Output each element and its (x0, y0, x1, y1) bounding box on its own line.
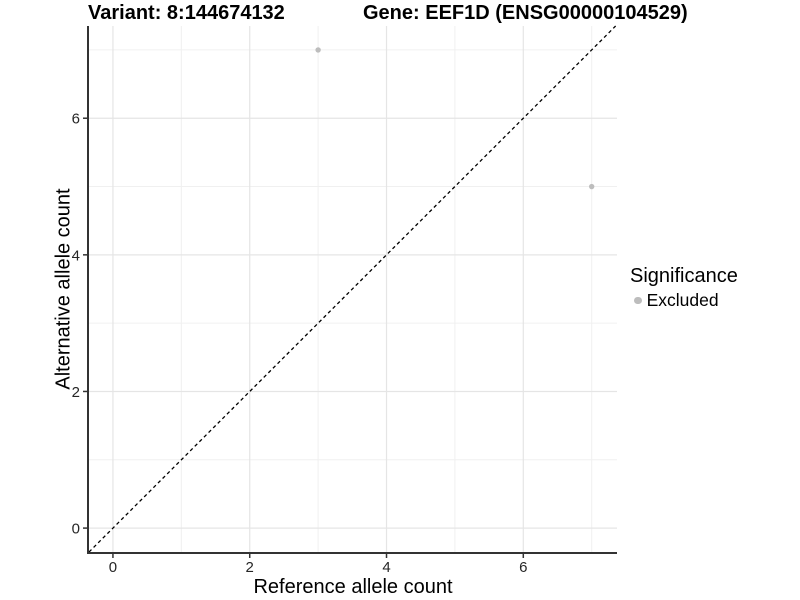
identity-dashed-line (88, 25, 617, 553)
y-axis-title: Alternative allele count (52, 188, 75, 390)
legend-point-icon (634, 296, 642, 305)
data-point (588, 183, 595, 190)
x-tick-label: 4 (382, 559, 390, 576)
y-tick-label: 6 (72, 111, 80, 128)
y-tick-label: 2 (72, 384, 80, 401)
legend-title: Significance (630, 265, 738, 287)
x-tick-label: 2 (246, 559, 254, 576)
legend-item-excluded: Excluded (630, 290, 738, 311)
x-tick-label: 0 (109, 559, 117, 576)
data-point (315, 47, 321, 53)
legend-item-label: Excluded (646, 290, 719, 310)
legend: Significance Excluded (630, 264, 738, 311)
x-axis-title: Reference allele count (253, 576, 453, 598)
plot-title-gene: Gene: EEF1D (ENSG00000104529) (363, 2, 688, 24)
plot-title-variant: Variant: 8:144674132 (88, 2, 285, 24)
y-tick-label: 4 (72, 247, 80, 264)
x-tick-label: 6 (519, 559, 527, 576)
y-tick-label: 0 (72, 521, 80, 538)
